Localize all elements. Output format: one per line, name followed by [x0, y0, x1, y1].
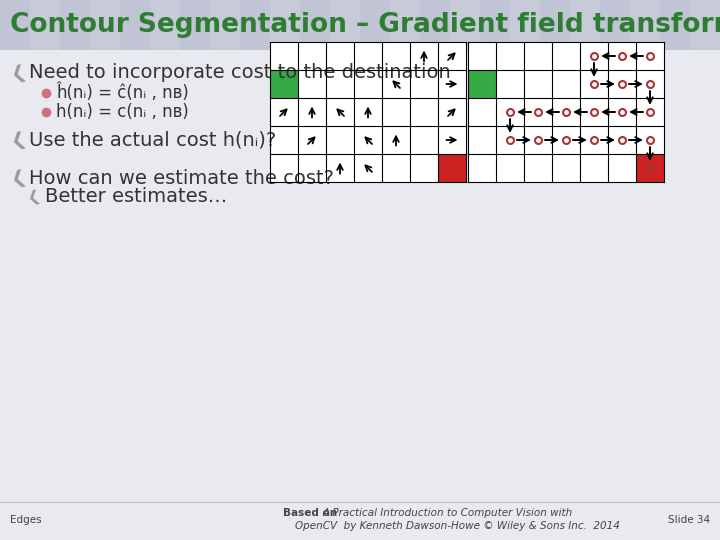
- Text: ❮: ❮: [26, 188, 42, 206]
- Text: h(nᵢ) = c(nᵢ , nʙ): h(nᵢ) = c(nᵢ , nʙ): [56, 103, 189, 121]
- Bar: [636, 154, 664, 182]
- Bar: [360, 0, 390, 50]
- Bar: [600, 0, 630, 50]
- Text: Edges: Edges: [10, 515, 42, 525]
- Bar: [468, 70, 496, 98]
- Text: ĥ(nᵢ) = ĉ(nᵢ , nʙ): ĥ(nᵢ) = ĉ(nᵢ , nʙ): [56, 84, 189, 102]
- Bar: [180, 0, 210, 50]
- Text: How can we estimate the cost?: How can we estimate the cost?: [29, 168, 334, 187]
- Bar: [60, 0, 90, 50]
- Text: Based on: Based on: [283, 508, 337, 518]
- Text: OpenCV  by Kenneth Dawson-Howe © Wiley & Sons Inc.  2014: OpenCV by Kenneth Dawson-Howe © Wiley & …: [295, 521, 620, 531]
- Text: A Practical Introduction to Computer Vision with: A Practical Introduction to Computer Vis…: [323, 508, 573, 518]
- Text: Slide 34: Slide 34: [668, 515, 710, 525]
- Bar: [420, 0, 450, 50]
- Text: Use the actual cost h(nᵢ)?: Use the actual cost h(nᵢ)?: [29, 131, 276, 150]
- Bar: [270, 70, 298, 98]
- Text: Need to incorporate cost to the destination: Need to incorporate cost to the destinat…: [29, 64, 451, 83]
- Bar: [540, 0, 570, 50]
- Bar: [438, 154, 466, 182]
- Bar: [660, 0, 690, 50]
- Bar: [270, 42, 466, 182]
- Text: ❮: ❮: [9, 167, 27, 188]
- Bar: [0, 0, 30, 50]
- Text: Better estimates…: Better estimates…: [45, 187, 228, 206]
- Bar: [240, 0, 270, 50]
- Bar: [480, 0, 510, 50]
- Text: Contour Segmentation – Gradient field transform: Contour Segmentation – Gradient field tr…: [10, 12, 720, 38]
- Text: ❮: ❮: [9, 130, 27, 151]
- Bar: [120, 0, 150, 50]
- Bar: [300, 0, 330, 50]
- Bar: [0, 0, 720, 50]
- Text: ❮: ❮: [9, 62, 27, 84]
- Bar: [468, 42, 664, 182]
